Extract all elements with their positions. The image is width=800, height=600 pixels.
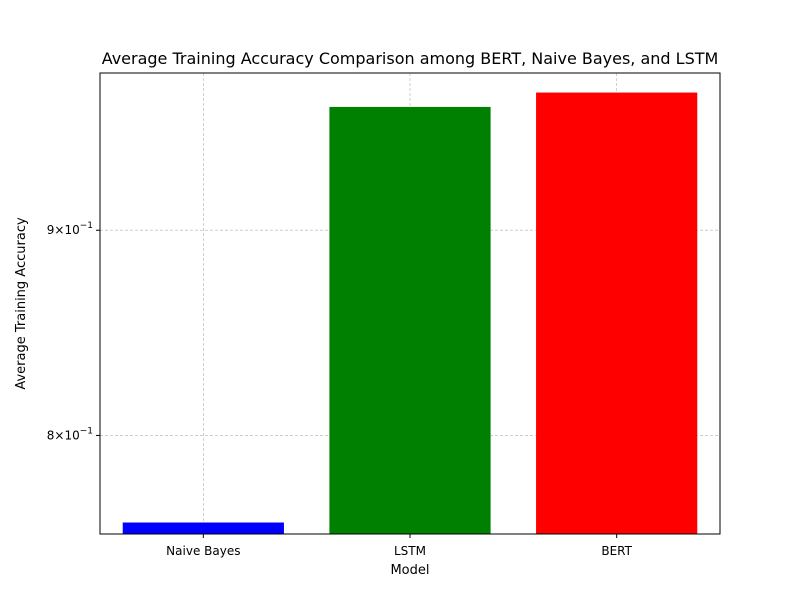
x-tick-label: Naive Bayes xyxy=(166,544,240,558)
x-ticks: Naive Bayes LSTM BERT xyxy=(166,534,633,558)
x-axis-label: Model xyxy=(390,563,429,578)
bars xyxy=(122,92,698,534)
bar-naive-bayes xyxy=(122,522,284,534)
y-tick-label: 8×10−1 xyxy=(47,426,93,442)
y-ticks: 8×10−1 9×10−1 xyxy=(47,221,100,442)
bar-bert xyxy=(536,92,698,534)
x-tick-label: BERT xyxy=(601,544,632,558)
bar-lstm xyxy=(329,106,491,534)
chart-title: Average Training Accuracy Comparison amo… xyxy=(102,49,719,68)
y-tick-label: 9×10−1 xyxy=(47,221,93,237)
x-tick-label: LSTM xyxy=(394,544,426,558)
y-axis-label: Average Training Accuracy xyxy=(14,217,29,390)
